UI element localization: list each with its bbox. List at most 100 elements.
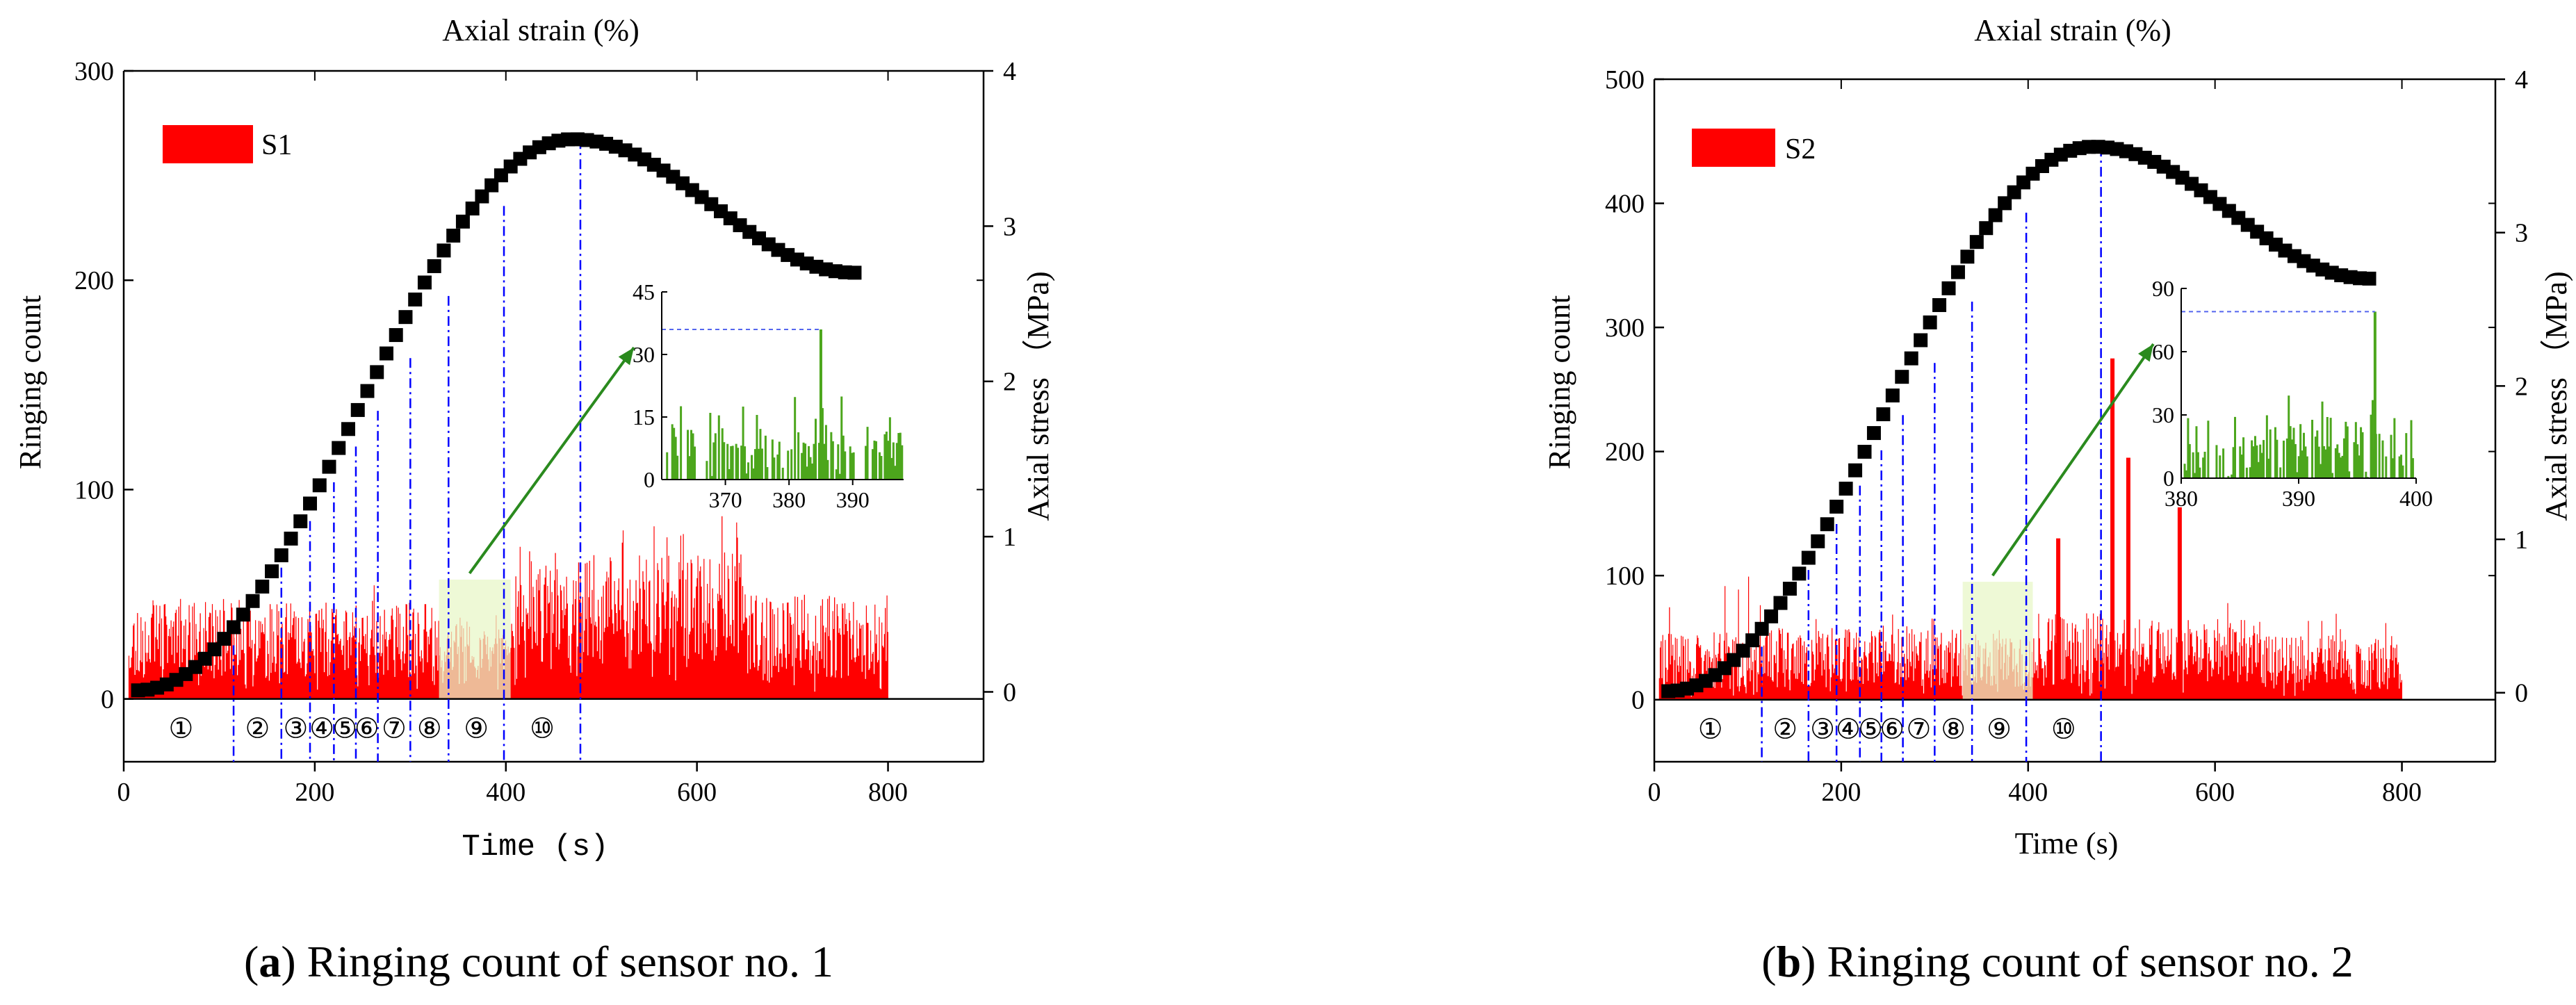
stress-point [341, 422, 355, 436]
stress-point [417, 275, 432, 290]
stress-point [1857, 445, 1872, 459]
y-tick-label: 500 [1605, 65, 1645, 95]
caption-letter: b [1777, 937, 1802, 986]
stage-label: ⑧ [1941, 714, 1966, 746]
stress-point [227, 620, 241, 635]
zoom-arrow [468, 346, 635, 575]
stress-point [379, 346, 393, 361]
stage-label: ⑤ [332, 713, 357, 745]
ringing-spike-3 [2056, 538, 2061, 700]
y-tick-label: 200 [74, 266, 114, 295]
stress-point [322, 459, 336, 474]
x-tick-label: 200 [295, 778, 334, 807]
y2-tick-label: 1 [2515, 525, 2528, 555]
stress-point [2362, 271, 2377, 286]
top-xlabel: Axial strain (%) [1974, 13, 2171, 47]
legend-label: S1 [261, 129, 292, 161]
stage-label: ⑦ [382, 713, 407, 745]
stress-point [293, 514, 308, 529]
inset-y-tick-label: 0 [644, 467, 655, 492]
inset-y-tick-label: 60 [2152, 339, 2174, 364]
y-tick-label: 0 [1631, 686, 1645, 715]
stress-point [274, 548, 288, 562]
caption-letter: a [259, 937, 281, 986]
stage-label: ② [245, 713, 270, 745]
ringing-spike-0 [2110, 358, 2115, 700]
caption-text: ) Ringing count of sensor no. 1 [281, 937, 833, 986]
stress-point [1979, 221, 1994, 236]
y-axis-label: Ringing count [13, 295, 47, 470]
caption-text: ) Ringing count of sensor no. 2 [1801, 937, 2354, 986]
stress-point [1950, 265, 1965, 279]
caption: (b) Ringing count of sensor no. 2 [1761, 937, 2354, 986]
y-tick-label: 200 [1605, 438, 1645, 467]
inset-y-tick-label: 30 [2152, 402, 2174, 427]
y-tick-label: 100 [74, 475, 114, 505]
stress-point [1885, 389, 1900, 403]
panel-b: Axial strain (%) Ringing count Axial str… [1542, 13, 2573, 986]
stress-point [332, 441, 346, 455]
stress-point [303, 496, 318, 511]
stress-point [475, 189, 489, 204]
legend-label: S2 [1785, 133, 1816, 165]
x-tick-label: 0 [117, 778, 131, 807]
stress-point [1904, 351, 1918, 366]
stress-point [1745, 633, 1760, 648]
inset-x-tick-label: 390 [836, 487, 870, 512]
stress-point [1969, 235, 1984, 250]
inset-x-tick-label: 370 [709, 487, 742, 512]
stress-point [398, 310, 413, 325]
stress-point [360, 384, 375, 398]
inset-x-tick-label: 380 [2165, 486, 2198, 511]
inset-y-tick-label: 30 [633, 342, 655, 367]
zoom-arrow-head [618, 348, 634, 366]
inset-y-tick-label: 15 [633, 405, 655, 430]
y-tick-label: 300 [1605, 313, 1645, 343]
inset-x-tick-label: 390 [2282, 486, 2315, 511]
stress-point [1764, 609, 1779, 623]
stress-point [1773, 596, 1788, 610]
stage-label: ③ [1810, 714, 1835, 746]
stress-point [1998, 196, 2012, 211]
ringing-count-bars [1658, 576, 2402, 700]
stress-point [312, 478, 327, 493]
caption: (a) Ringing count of sensor no. 1 [244, 937, 833, 986]
stress-point [1792, 566, 1807, 581]
stress-point [1914, 333, 1928, 348]
stage-label: ⑩ [2051, 714, 2076, 746]
stage-label: ⑦ [1907, 714, 1932, 746]
stress-point [370, 365, 384, 379]
y2-tick-label: 2 [1003, 368, 1016, 397]
zoom-arrow-head [2138, 344, 2153, 362]
legend: S1 [163, 125, 292, 163]
legend: S2 [1692, 129, 1816, 167]
stage-label: ⑤ [1858, 714, 1883, 746]
stress-point [1932, 297, 1947, 312]
ringing-spike-1 [2126, 457, 2130, 700]
y2-tick-label: 3 [2515, 219, 2528, 248]
stress-point [437, 243, 451, 258]
y2-tick-label: 2 [2515, 372, 2528, 401]
x-axis-label: Time (s) [2015, 826, 2119, 860]
x-tick-label: 800 [868, 778, 908, 807]
stage-label: ③ [283, 713, 308, 745]
y2-tick-label: 0 [2515, 679, 2528, 708]
y-tick-label: 300 [74, 57, 114, 86]
highlight-region [1962, 582, 2033, 700]
stress-point [265, 564, 279, 578]
stress-point [255, 579, 270, 594]
y2-tick-label: 0 [1003, 678, 1016, 707]
legend-swatch [163, 125, 253, 163]
y-axis-label: Ringing count [1542, 295, 1576, 470]
stage-label: ① [169, 713, 194, 745]
stress-point [1923, 315, 1937, 329]
stress-point [847, 265, 862, 280]
stress-point [1839, 482, 1853, 496]
stage-label: ⑥ [354, 713, 380, 745]
stress-point [408, 292, 423, 307]
x-tick-label: 200 [1821, 778, 1861, 807]
y-tick-label: 0 [101, 685, 114, 714]
panel-a: Axial strain (%) Ringing count Axial str… [13, 13, 1055, 986]
stage-label: ⑨ [1987, 714, 2012, 746]
